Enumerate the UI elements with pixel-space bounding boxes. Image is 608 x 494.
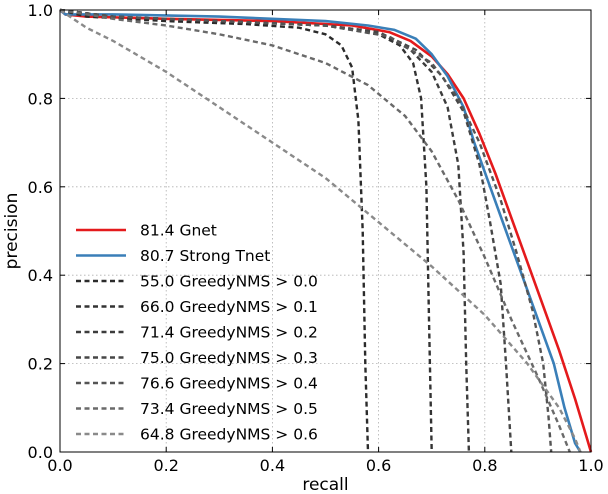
x-tick-label: 0.2 xyxy=(153,456,178,475)
legend: 81.4 Gnet 80.7 Strong Tnet 55.0 GreedyNMS … xyxy=(76,222,318,444)
series-line-5 xyxy=(59,8,471,453)
series-line-1 xyxy=(59,8,593,453)
legend-label-2: 80.7 Strong Tnet xyxy=(140,247,270,265)
x-tick-label: 0.6 xyxy=(366,456,391,475)
y-tick-label: 0.6 xyxy=(28,178,53,197)
legend-label-5: 71.4 GreedyNMS > 0.2 xyxy=(140,324,318,342)
y-tick-label: 0.2 xyxy=(28,355,53,374)
x-tick-label: 0.8 xyxy=(472,456,497,475)
series-line-4 xyxy=(59,8,433,453)
legend-label-1: 81.4 Gnet xyxy=(140,222,217,240)
legend-label-7: 76.6 GreedyNMS > 0.4 xyxy=(140,375,318,393)
ticks: 0.0 0.2 0.4 0.6 0.8 1.0 0.0 0.2 0.4 0.6 0.8 1.0 xyxy=(28,1,604,475)
legend-label-3: 55.0 GreedyNMS > 0.0 xyxy=(140,273,318,291)
plot-background xyxy=(60,10,591,452)
x-tick-label: 1.0 xyxy=(578,456,603,475)
y-tick-label: 0.4 xyxy=(28,266,53,285)
y-tick-label: 0.8 xyxy=(28,89,53,108)
axes-frame xyxy=(59,9,592,453)
legend-label-8: 73.4 GreedyNMS > 0.5 xyxy=(140,400,318,418)
x-axis-label: recall xyxy=(302,475,348,494)
legend-label-6: 75.0 GreedyNMS > 0.3 xyxy=(140,349,318,367)
series-line-9 xyxy=(59,9,582,453)
y-tick-label: 1.0 xyxy=(28,1,53,20)
series-line-6 xyxy=(59,8,513,453)
series-line-8 xyxy=(59,8,571,453)
y-axis-label: precision xyxy=(2,193,22,270)
y-tick-label: 0.0 xyxy=(28,443,53,462)
series-line-2 xyxy=(59,8,582,453)
legend-label-4: 66.0 GreedyNMS > 0.1 xyxy=(140,298,318,316)
legend-label-9: 64.8 GreedyNMS > 0.6 xyxy=(140,426,318,444)
x-tick-label: 0.0 xyxy=(47,456,72,475)
series-line-3 xyxy=(59,8,370,453)
x-tick-label: 0.4 xyxy=(260,456,285,475)
